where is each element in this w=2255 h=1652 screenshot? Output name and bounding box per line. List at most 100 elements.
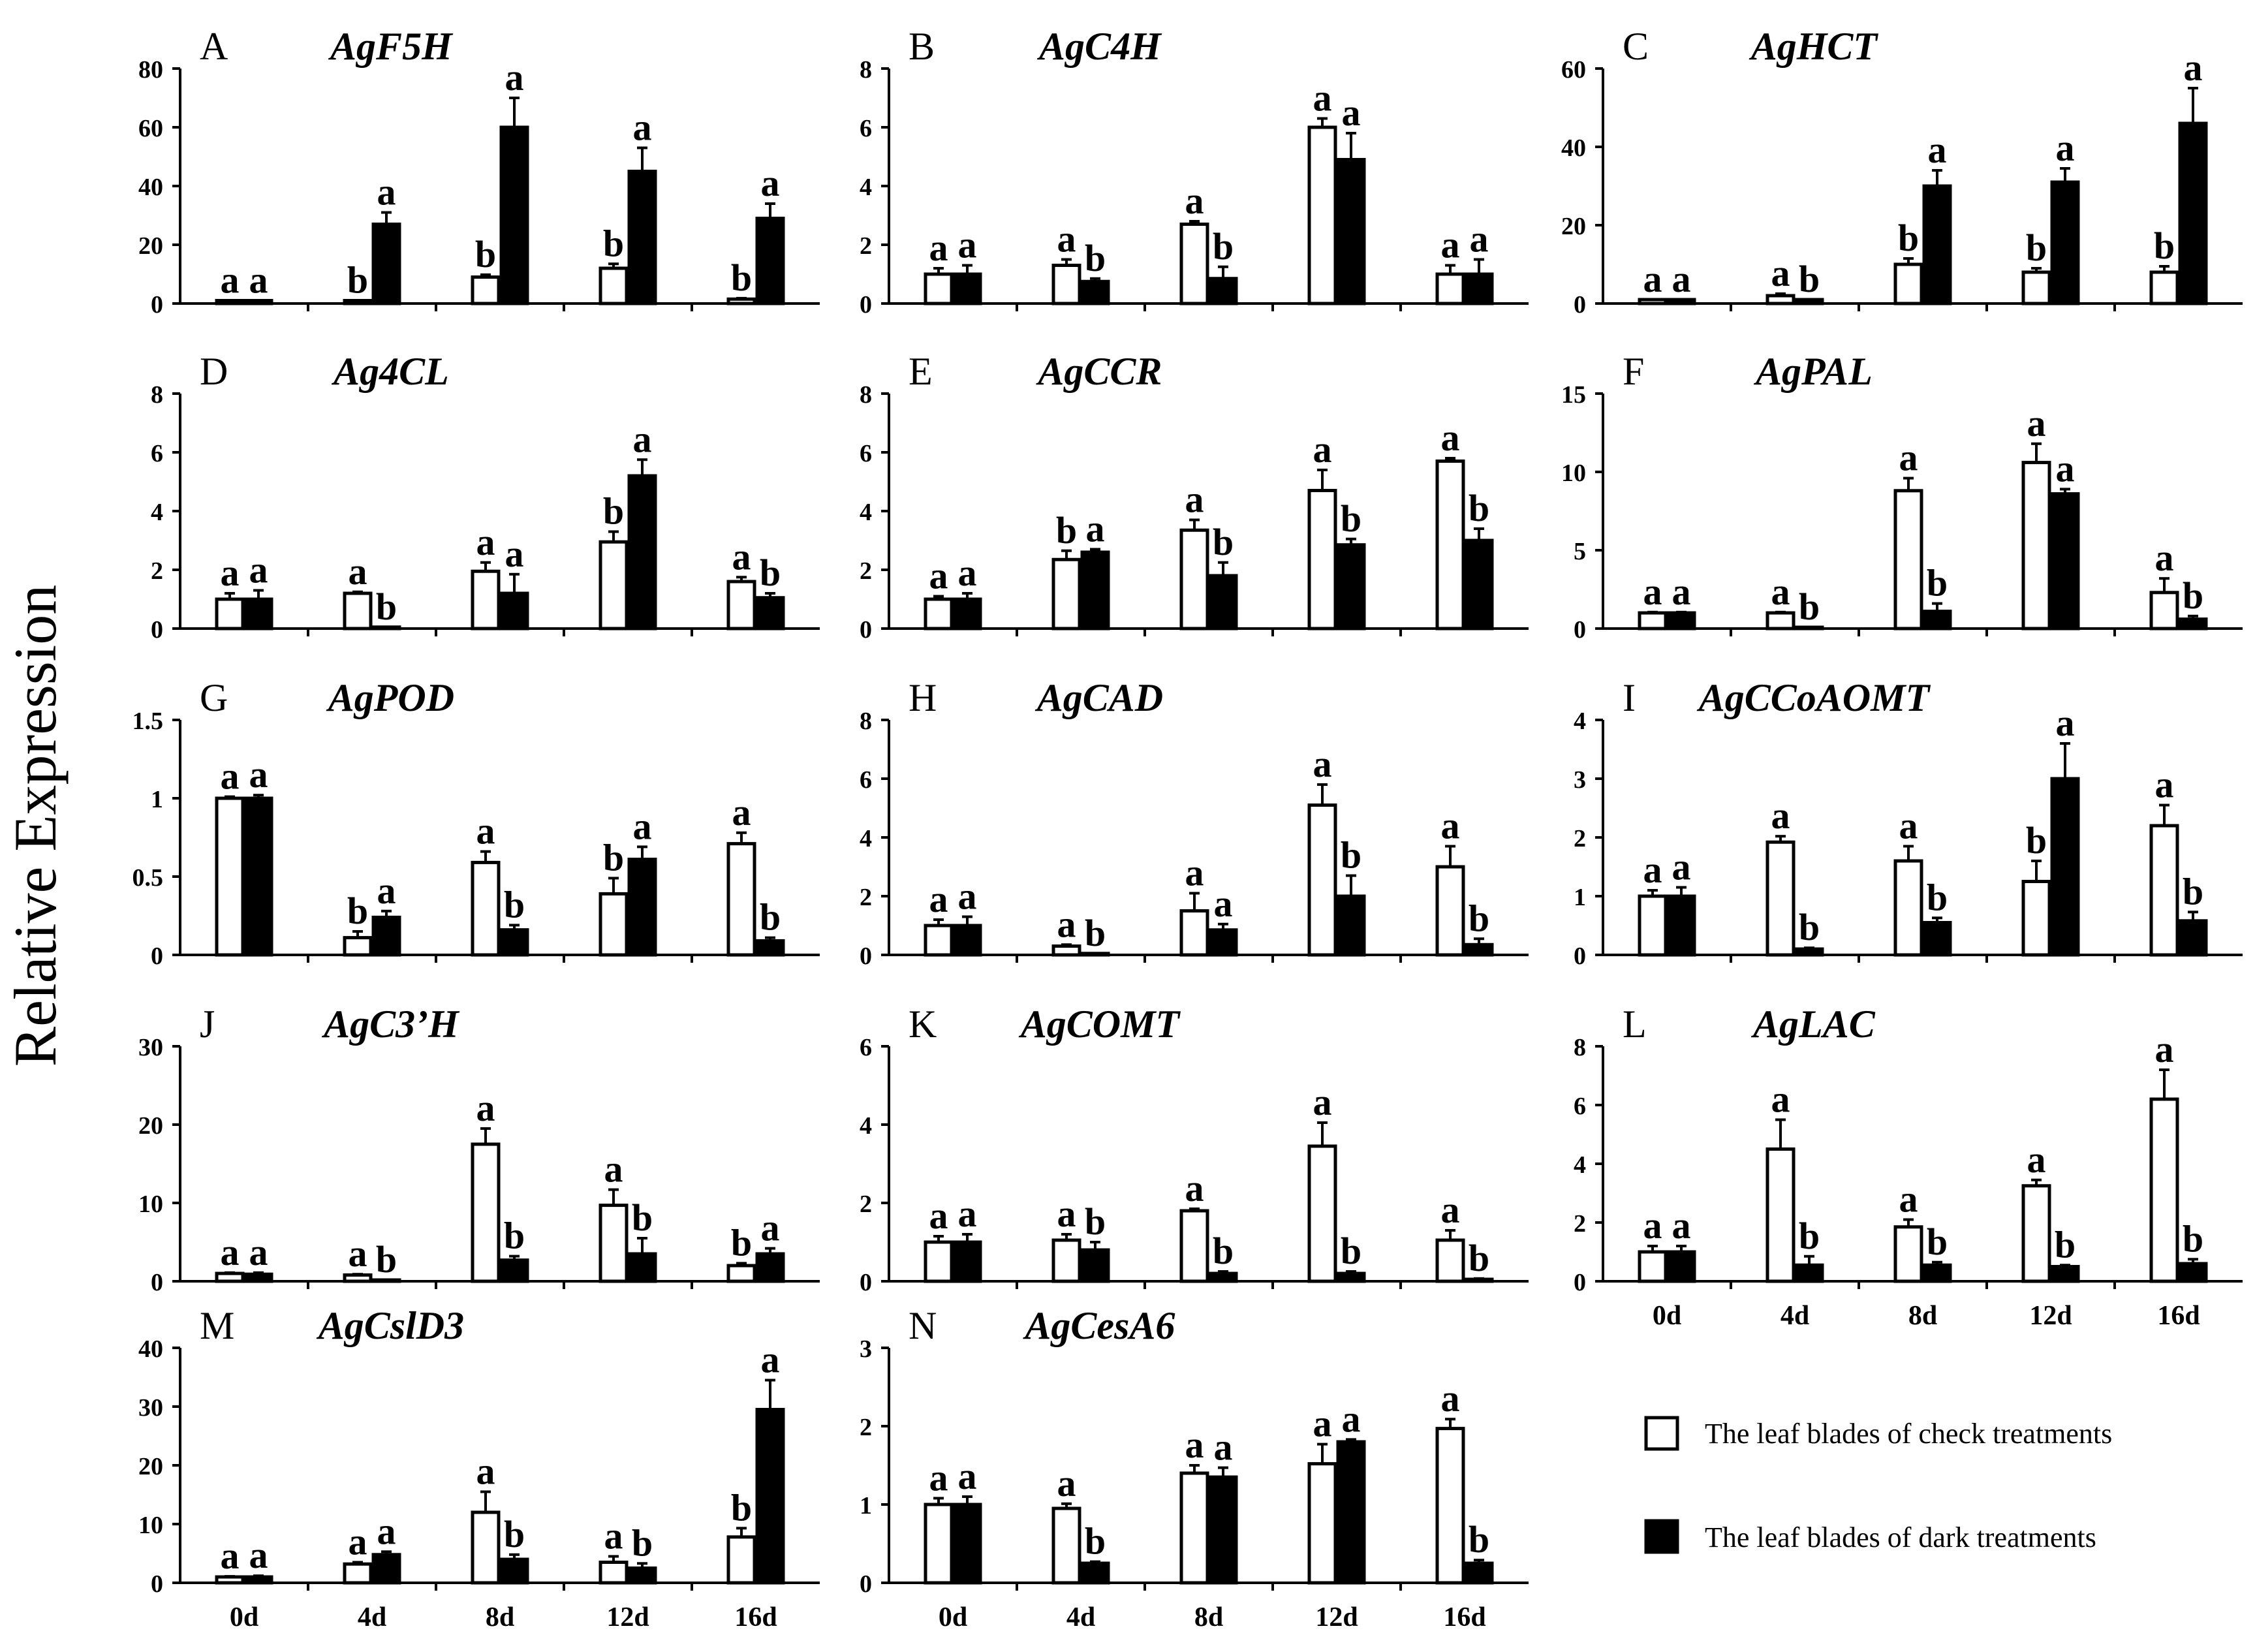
y-tick-label: 2 [151, 557, 163, 585]
significance-letter: a [1057, 1462, 1076, 1504]
significance-letter: b [376, 585, 397, 628]
significance-letter: b [1469, 1518, 1489, 1561]
bar-dark [1336, 894, 1366, 957]
bar-check [1765, 294, 1796, 305]
significance-letter: b [1927, 562, 1948, 604]
bar-check [924, 1503, 954, 1585]
significance-letter: a [761, 1207, 780, 1249]
significance-letter: b [2055, 1223, 2076, 1266]
bar-check [215, 1575, 245, 1585]
significance-letter: b [1341, 834, 1361, 877]
panel-title: AgPAL [1753, 350, 1873, 393]
y-tick-label: 10 [1561, 460, 1586, 487]
bar-check [343, 936, 373, 957]
bar-dark [952, 1503, 982, 1585]
bar-check [471, 860, 501, 957]
bar-dark [2050, 1265, 2080, 1283]
significance-letter: a [1057, 903, 1076, 945]
bar-dark [499, 1258, 529, 1283]
significance-letter: b [1085, 1520, 1106, 1563]
bar-dark [1208, 277, 1238, 305]
bar-dark [243, 1575, 273, 1585]
significance-letter: b [1799, 1215, 1820, 1257]
x-tick-label: 0d [230, 1602, 258, 1632]
bar-dark [1336, 543, 1366, 631]
bar-check [1179, 909, 1209, 957]
y-tick-label: 20 [138, 1112, 163, 1140]
significance-letter: a [476, 1087, 495, 1129]
legend-label-dark: The leaf blades of dark treatments [1705, 1521, 2096, 1553]
significance-letter: a [221, 755, 240, 798]
significance-letter: b [504, 1215, 525, 1257]
bar-dark [1794, 947, 1824, 957]
bar-check [1638, 1250, 1668, 1283]
bar-dark [627, 1566, 657, 1585]
bar-dark [499, 591, 529, 631]
bar-dark [243, 299, 273, 305]
bar-check [1435, 865, 1465, 957]
bar-check [1179, 528, 1209, 631]
y-tick-label: 0 [151, 1570, 163, 1598]
bar-check [471, 1142, 501, 1283]
y-tick-label: 8 [860, 56, 872, 84]
bar-check [924, 1240, 954, 1283]
y-tick-label: 2 [1574, 1210, 1586, 1238]
bar-dark [627, 1252, 657, 1283]
significance-letter: a [2056, 447, 2075, 490]
bar-check [215, 299, 245, 305]
bar-check [599, 892, 629, 957]
y-tick-label: 8 [151, 381, 163, 409]
significance-letter: a [929, 1456, 948, 1499]
panel-letter: C [1623, 25, 1649, 68]
y-tick-label: 40 [138, 174, 163, 201]
y-tick-label: 0 [860, 943, 872, 970]
y-tick-label: 0 [151, 291, 163, 319]
significance-letter: b [1469, 1237, 1489, 1279]
bar-dark [243, 796, 273, 957]
significance-letter: a [958, 1192, 977, 1235]
bar-dark [755, 1408, 785, 1585]
bar-check [1638, 611, 1668, 631]
y-tick-label: 4 [151, 499, 163, 526]
bar-check [1051, 1238, 1081, 1283]
bar-check [1179, 223, 1209, 305]
bar-dark [1080, 1561, 1110, 1585]
significance-letter: a [1313, 1081, 1332, 1123]
y-tick-label: 0 [1574, 616, 1586, 644]
bar-check [215, 597, 245, 631]
bar-check [599, 540, 629, 631]
bar-dark [2050, 777, 2080, 957]
significance-letter: a [1899, 1178, 1918, 1221]
significance-letter: b [1927, 1221, 1948, 1263]
legend-swatch-check [1644, 1416, 1679, 1451]
bar-check [471, 1510, 501, 1585]
bar-check [215, 796, 245, 957]
bar-check [1307, 125, 1337, 305]
significance-letter: b [731, 257, 752, 299]
x-tick-label: 8d [486, 1602, 514, 1632]
significance-letter: b [1213, 521, 1234, 563]
bar-dark [2178, 617, 2208, 631]
bar-check [1435, 1427, 1465, 1585]
y-tick-label: 6 [860, 766, 872, 794]
y-tick-label: 4 [860, 499, 872, 526]
significance-letter: a [2027, 1138, 2046, 1181]
significance-letter: b [1085, 1200, 1106, 1243]
significance-letter: b [632, 1521, 653, 1564]
significance-letter: a [476, 521, 495, 563]
bar-check [924, 924, 954, 957]
y-tick-label: 20 [1561, 213, 1586, 240]
significance-letter: a [1342, 91, 1361, 134]
y-tick-label: 2 [860, 1414, 872, 1441]
significance-letter: b [603, 836, 624, 879]
significance-letter: b [1927, 876, 1948, 918]
significance-letter: a [1185, 1167, 1204, 1209]
bar-check [343, 591, 373, 631]
x-tick-label: 4d [1066, 1602, 1095, 1632]
bar-dark [499, 1557, 529, 1585]
bar-check [726, 1264, 756, 1283]
x-tick-label: 8d [1194, 1602, 1223, 1632]
